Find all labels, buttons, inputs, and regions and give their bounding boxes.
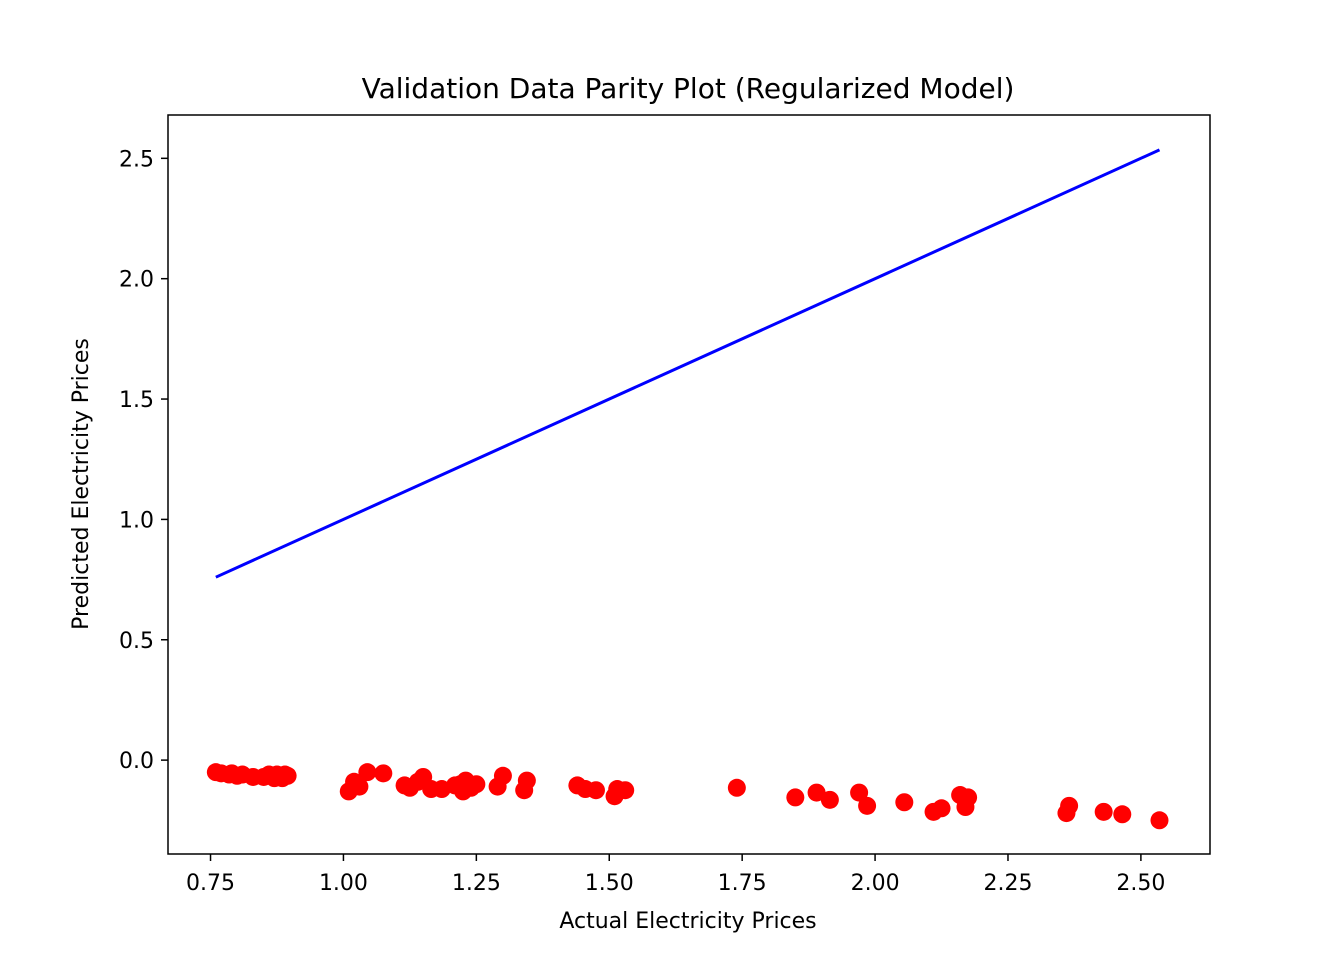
x-tick-label: 0.75 xyxy=(186,871,235,896)
scatter-point xyxy=(374,764,393,783)
scatter-point xyxy=(467,775,486,794)
x-tick-label: 2.25 xyxy=(983,871,1032,896)
x-tick-label: 1.00 xyxy=(319,871,368,896)
x-axis-label: Actual Electricity Prices xyxy=(559,909,816,934)
y-tick-label: 0.5 xyxy=(119,629,154,654)
scatter-point xyxy=(807,783,826,802)
plot-frame xyxy=(167,114,1211,855)
x-tick-label: 1.75 xyxy=(718,871,767,896)
scatter-point xyxy=(616,781,635,800)
scatter-point xyxy=(586,781,605,800)
scatter-point xyxy=(895,793,914,812)
plot-marks xyxy=(206,148,1169,830)
scatter-point xyxy=(517,771,536,790)
scatter-point xyxy=(786,788,805,807)
scatter-point xyxy=(959,788,978,807)
x-tick-label: 1.25 xyxy=(452,871,501,896)
scatter-point xyxy=(1060,796,1079,815)
scatter-point xyxy=(1094,802,1113,821)
scatter-point xyxy=(858,796,877,815)
y-tick-label: 2.5 xyxy=(119,147,154,172)
x-tick-label: 2.00 xyxy=(851,871,900,896)
scatter-point xyxy=(1113,805,1132,824)
scatter-point xyxy=(727,778,746,797)
x-tick-label: 2.50 xyxy=(1116,871,1165,896)
x-axis-ticks: 0.75 1.00 1.25 1.50 1.75 2.00 2.25 2.50 xyxy=(186,854,1165,896)
plot-title: Validation Data Parity Plot (Regularized… xyxy=(362,72,1015,105)
scatter-point xyxy=(278,766,297,785)
scatter-point xyxy=(932,799,951,818)
y-tick-label: 0.0 xyxy=(119,749,154,774)
y-axis-ticks: 0.0 0.5 1.0 1.5 2.0 2.5 xyxy=(119,147,168,774)
scatter-point xyxy=(350,777,369,796)
scatter-point xyxy=(820,790,839,809)
y-tick-label: 1.0 xyxy=(119,508,154,533)
scatter-point xyxy=(493,766,512,785)
parity-line xyxy=(215,148,1161,579)
y-axis-label: Predicted Electricity Prices xyxy=(69,338,94,630)
scatter-point xyxy=(1150,811,1169,830)
y-tick-label: 2.0 xyxy=(119,268,154,293)
x-tick-label: 1.50 xyxy=(585,871,634,896)
y-tick-label: 1.5 xyxy=(119,388,154,413)
scatter-point xyxy=(358,763,377,782)
scatter-point xyxy=(850,783,869,802)
